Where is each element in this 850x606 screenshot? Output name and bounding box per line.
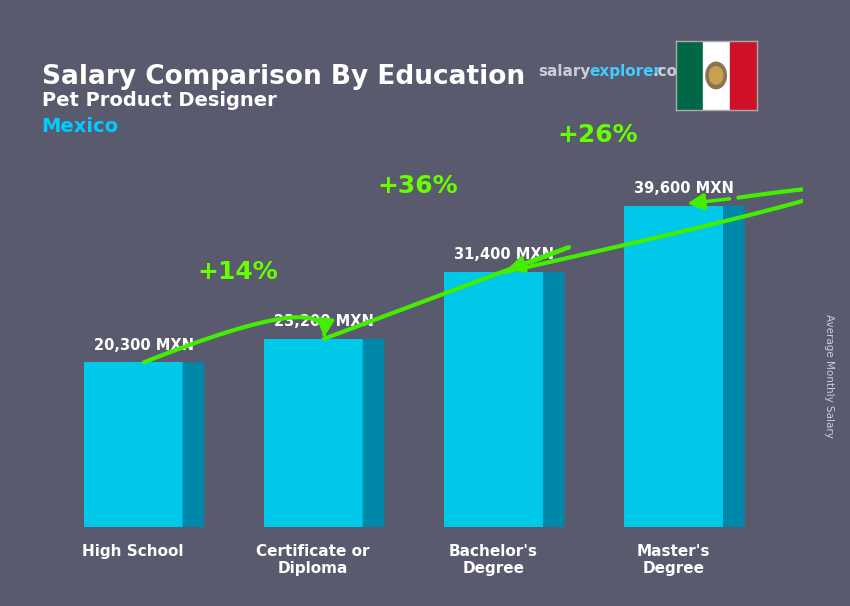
- Text: Pet Product Designer: Pet Product Designer: [42, 91, 276, 110]
- Text: Mexico: Mexico: [42, 117, 119, 136]
- Bar: [729, 41, 756, 110]
- Polygon shape: [444, 272, 543, 527]
- Text: Average Monthly Salary: Average Monthly Salary: [824, 314, 834, 438]
- Polygon shape: [264, 339, 363, 527]
- Text: +14%: +14%: [197, 261, 278, 284]
- Polygon shape: [183, 362, 204, 527]
- Polygon shape: [83, 362, 183, 527]
- Polygon shape: [543, 272, 564, 527]
- Text: .com: .com: [653, 64, 694, 79]
- Text: explorer: explorer: [589, 64, 661, 79]
- Text: +26%: +26%: [558, 123, 638, 147]
- Circle shape: [710, 67, 722, 84]
- Polygon shape: [624, 205, 723, 527]
- Bar: [703, 41, 729, 110]
- Text: 39,600 MXN: 39,600 MXN: [634, 181, 734, 196]
- Polygon shape: [723, 205, 745, 527]
- Text: 20,300 MXN: 20,300 MXN: [94, 338, 194, 353]
- Text: salary: salary: [538, 64, 590, 79]
- Text: +36%: +36%: [377, 173, 458, 198]
- Text: 23,200 MXN: 23,200 MXN: [274, 314, 374, 329]
- Text: 31,400 MXN: 31,400 MXN: [454, 247, 554, 262]
- Text: Salary Comparison By Education: Salary Comparison By Education: [42, 64, 524, 90]
- Circle shape: [706, 62, 727, 88]
- Bar: [676, 41, 703, 110]
- Polygon shape: [363, 339, 384, 527]
